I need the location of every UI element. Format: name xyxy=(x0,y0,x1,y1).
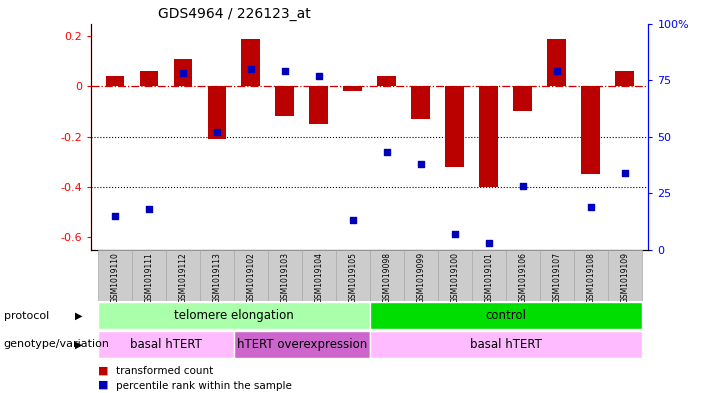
Bar xyxy=(472,250,505,301)
Bar xyxy=(505,250,540,301)
Bar xyxy=(98,250,132,301)
Bar xyxy=(207,86,226,139)
Bar xyxy=(139,71,158,86)
Text: GSM1019113: GSM1019113 xyxy=(212,252,222,303)
Bar xyxy=(608,250,641,301)
Point xyxy=(449,231,461,237)
Text: GSM1019107: GSM1019107 xyxy=(552,252,562,303)
Point xyxy=(585,204,597,210)
Bar xyxy=(377,76,396,86)
Bar xyxy=(200,250,234,301)
Text: GSM1019105: GSM1019105 xyxy=(348,252,358,303)
Point xyxy=(551,68,562,74)
Text: basal hTERT: basal hTERT xyxy=(470,338,542,351)
Text: GSM1019109: GSM1019109 xyxy=(620,252,629,303)
Text: GSM1019098: GSM1019098 xyxy=(382,252,391,303)
Bar xyxy=(336,250,370,301)
Text: GSM1019102: GSM1019102 xyxy=(246,252,255,303)
Bar xyxy=(547,39,566,86)
Text: transformed count: transformed count xyxy=(116,366,213,376)
Point xyxy=(381,149,393,156)
Text: GSM1019110: GSM1019110 xyxy=(111,252,119,303)
Text: protocol: protocol xyxy=(4,310,49,321)
Bar xyxy=(343,86,362,91)
Text: ■: ■ xyxy=(98,365,109,375)
Bar xyxy=(479,86,498,187)
Point xyxy=(211,129,222,135)
Bar xyxy=(615,71,634,86)
Text: GSM1019100: GSM1019100 xyxy=(450,252,459,303)
Text: GSM1019112: GSM1019112 xyxy=(178,252,187,303)
Bar xyxy=(302,250,336,301)
Point xyxy=(177,70,189,76)
Point xyxy=(619,170,630,176)
Bar xyxy=(98,302,370,329)
Bar xyxy=(166,250,200,301)
Point xyxy=(313,72,325,79)
Text: ■: ■ xyxy=(98,379,109,389)
Bar xyxy=(132,250,166,301)
Bar xyxy=(106,76,124,86)
Bar xyxy=(540,250,573,301)
Text: ▶: ▶ xyxy=(75,339,83,349)
Text: telomere elongation: telomere elongation xyxy=(174,309,294,322)
Bar xyxy=(581,86,600,174)
Bar xyxy=(370,302,641,329)
Bar xyxy=(98,331,234,358)
Point xyxy=(143,206,154,212)
Bar xyxy=(513,86,532,112)
Text: control: control xyxy=(485,309,526,322)
Text: genotype/variation: genotype/variation xyxy=(4,339,109,349)
Text: GSM1019099: GSM1019099 xyxy=(416,252,426,303)
Text: GSM1019106: GSM1019106 xyxy=(518,252,527,303)
Bar xyxy=(573,250,608,301)
Point xyxy=(347,217,358,223)
Bar xyxy=(234,250,268,301)
Bar xyxy=(411,86,430,119)
Bar xyxy=(234,331,370,358)
Bar xyxy=(445,86,464,167)
Point xyxy=(517,183,529,189)
Text: GSM1019101: GSM1019101 xyxy=(484,252,494,303)
Point xyxy=(109,213,121,219)
Bar xyxy=(268,250,302,301)
Text: hTERT overexpression: hTERT overexpression xyxy=(237,338,367,351)
Bar xyxy=(370,331,641,358)
Bar xyxy=(174,59,192,86)
Text: GDS4964 / 226123_at: GDS4964 / 226123_at xyxy=(158,7,311,21)
Point xyxy=(279,68,290,74)
Bar xyxy=(309,86,328,124)
Bar xyxy=(370,250,404,301)
Bar xyxy=(242,39,260,86)
Text: GSM1019111: GSM1019111 xyxy=(144,252,154,303)
Text: GSM1019104: GSM1019104 xyxy=(314,252,323,303)
Text: percentile rank within the sample: percentile rank within the sample xyxy=(116,380,292,391)
Text: basal hTERT: basal hTERT xyxy=(130,338,202,351)
Point xyxy=(415,160,426,167)
Text: GSM1019103: GSM1019103 xyxy=(280,252,290,303)
Point xyxy=(245,66,257,72)
Point xyxy=(483,240,494,246)
Bar xyxy=(437,250,472,301)
Text: ▶: ▶ xyxy=(75,310,83,321)
Bar xyxy=(275,86,294,116)
Bar xyxy=(404,250,437,301)
Text: GSM1019108: GSM1019108 xyxy=(586,252,595,303)
